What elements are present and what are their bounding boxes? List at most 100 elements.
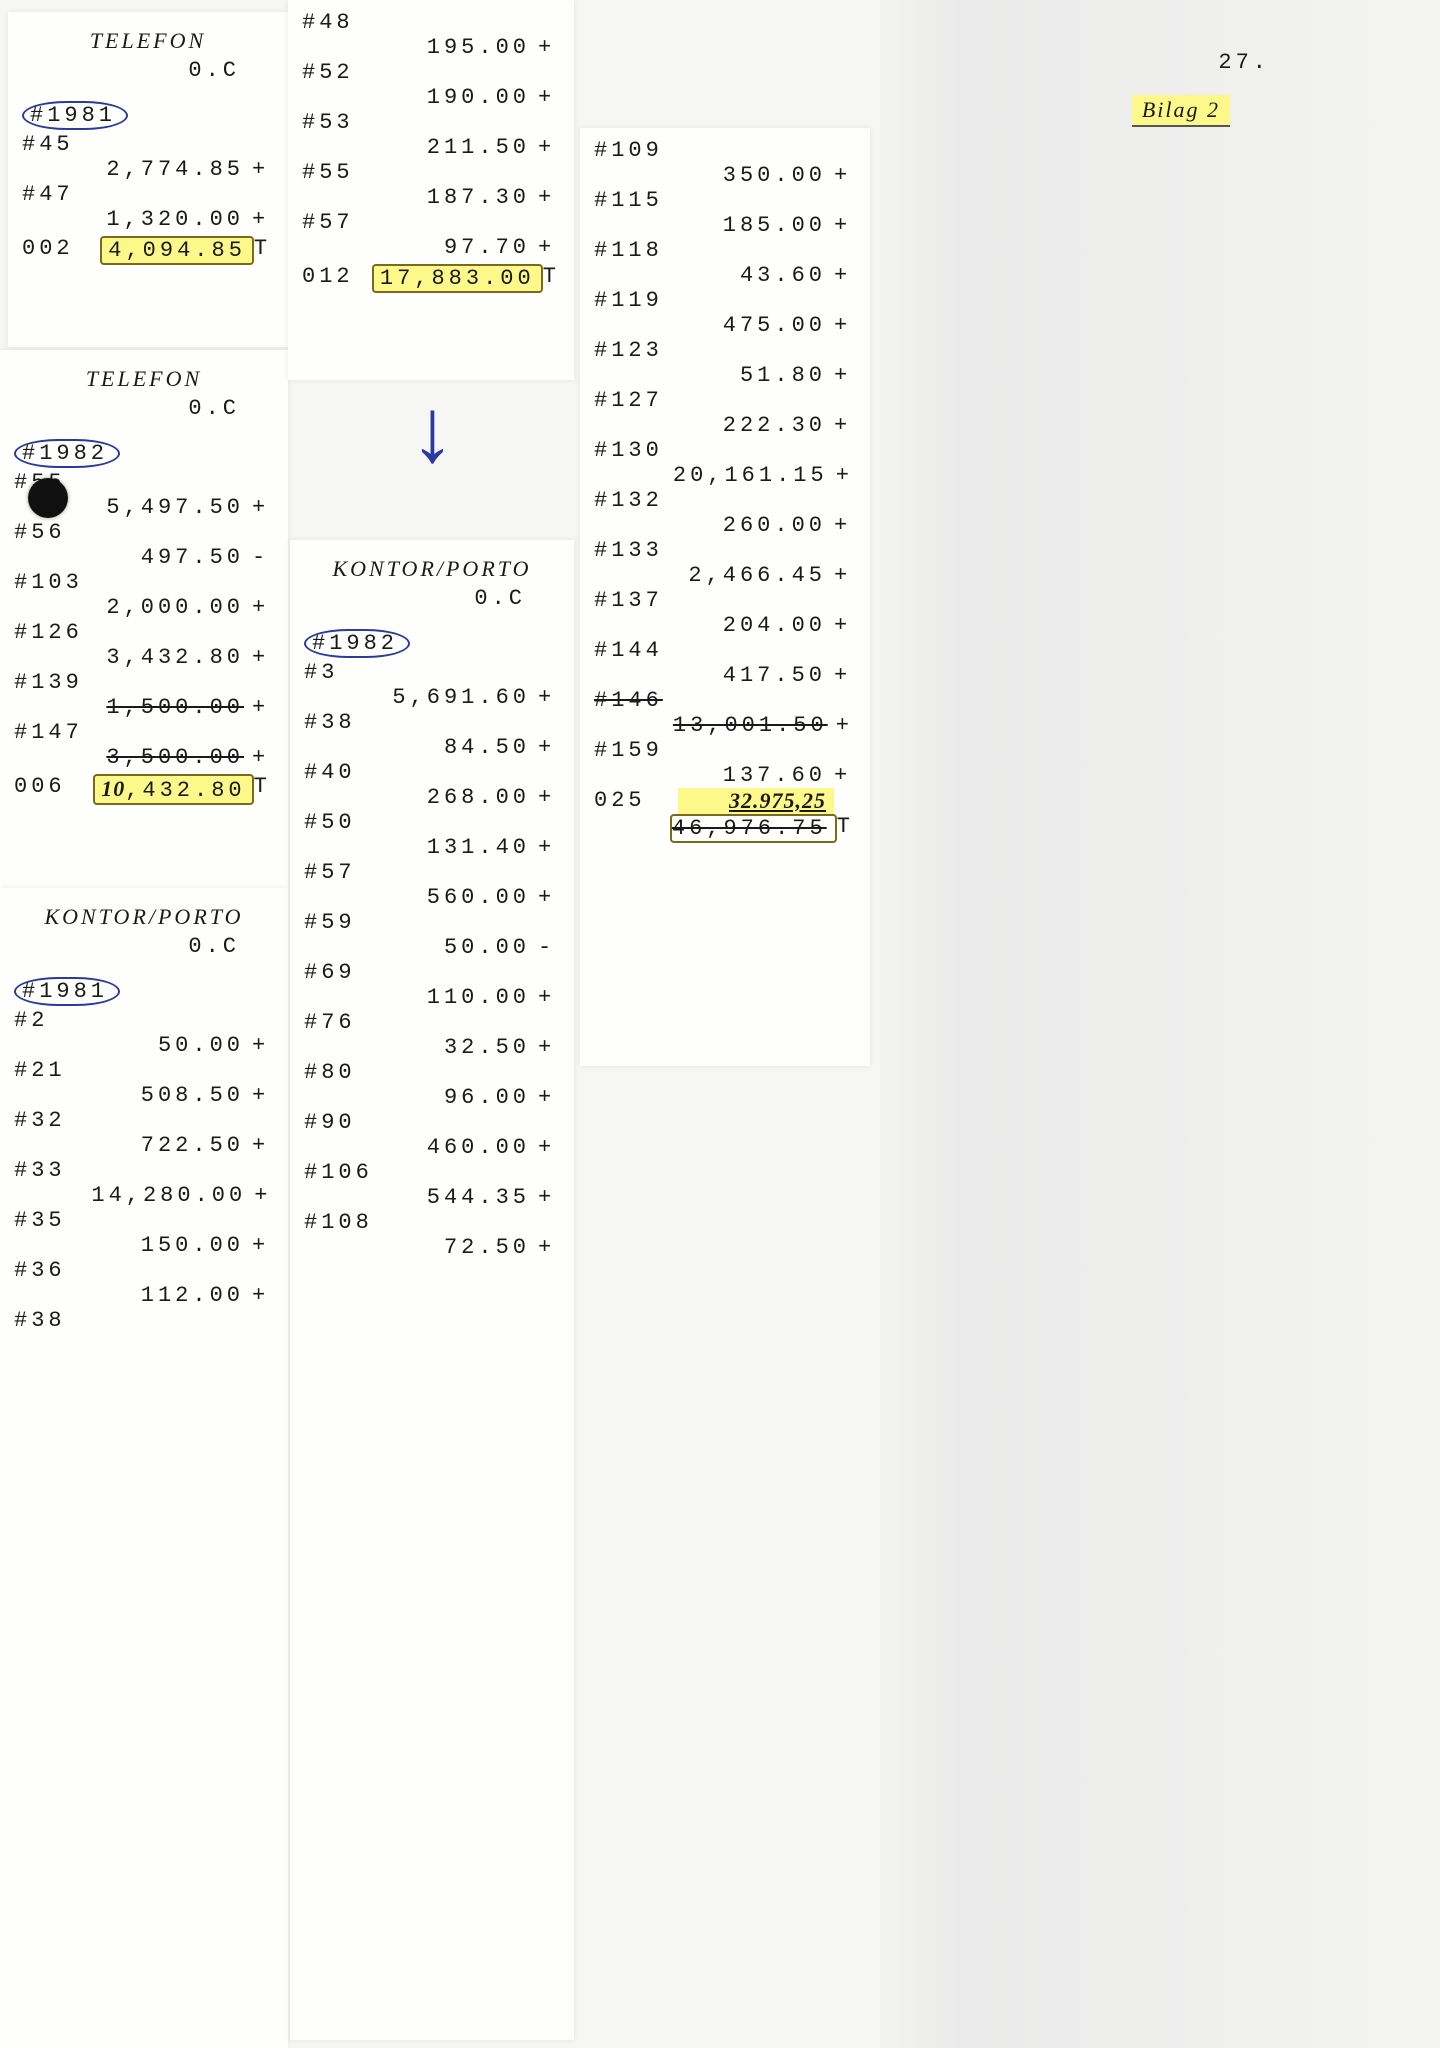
tape-label-row: #127 <box>588 388 862 413</box>
entry-count: 006 <box>8 774 93 805</box>
tape-label-row: #57 <box>298 860 566 885</box>
entry-value: 14,280.00 <box>91 1183 254 1208</box>
tape-label-row: #56 <box>8 520 280 545</box>
tape-label-row: #146 <box>588 688 862 713</box>
entry-label: #132 <box>588 488 678 513</box>
entry-label: #3 <box>298 660 388 685</box>
entry-op: + <box>538 1235 566 1260</box>
total-suffix: T <box>254 774 280 805</box>
entry-label: #40 <box>298 760 388 785</box>
tape-label-row: #21 <box>8 1058 280 1083</box>
entry-op: + <box>252 1283 280 1308</box>
tape-total-row: 012 17,883.00 T <box>296 264 566 293</box>
tape-value-row: 3,432.80+ <box>8 645 280 670</box>
tape-value-row: 185.00+ <box>588 213 862 238</box>
tape-value-row: 260.00+ <box>588 513 862 538</box>
entry-label: #38 <box>8 1308 98 1333</box>
tape-label-row: #59 <box>298 910 566 935</box>
tape-value-row: 417.50+ <box>588 663 862 688</box>
tape-value-row: 1,500.00+ <box>8 695 280 720</box>
tape-value-row: 43.60+ <box>588 263 862 288</box>
entry-op: + <box>252 207 280 232</box>
entry-op: + <box>538 35 566 60</box>
tape-title: TELEFON <box>16 28 280 54</box>
entry-value: 722.50 <box>98 1133 252 1158</box>
entry-op: + <box>252 1233 280 1258</box>
tape-label-row: #48 <box>296 10 566 35</box>
year-circle: #1982 <box>304 629 410 658</box>
entry-op: + <box>538 835 566 860</box>
entry-value: 72.50 <box>388 1235 538 1260</box>
entry-value: 137.60 <box>678 763 834 788</box>
entry-op: + <box>538 235 566 260</box>
tape-label-row: #159 <box>588 738 862 763</box>
tape-total-row: 002 4,094.85 T <box>16 236 280 265</box>
tape-value-row: 475.00+ <box>588 313 862 338</box>
entry-value: 508.50 <box>98 1083 252 1108</box>
tape-value-row: 195.00+ <box>296 35 566 60</box>
entry-label: #146 <box>588 688 678 713</box>
tape-value-row: 20,161.15+ <box>588 463 862 488</box>
tape-label-row: #126 <box>8 620 280 645</box>
tape-value-row: 51.80+ <box>588 363 862 388</box>
tape-value-row: 508.50+ <box>8 1083 280 1108</box>
entry-op: + <box>538 985 566 1010</box>
entry-value: 96.00 <box>388 1085 538 1110</box>
entry-label: #47 <box>16 182 106 207</box>
entry-label: #36 <box>8 1258 98 1283</box>
tape-title: TELEFON <box>8 366 280 392</box>
entry-value: 43.60 <box>678 263 834 288</box>
tape-value-row: 84.50+ <box>298 735 566 760</box>
tape-label-row: #32 <box>8 1108 280 1133</box>
tape-continuation-right: #109350.00+#115185.00+#11843.60+#119475.… <box>580 128 870 1066</box>
tape-label-row: #106 <box>298 1160 566 1185</box>
entry-value: 190.00 <box>386 85 538 110</box>
entry-op: + <box>834 163 862 188</box>
tape-label-row: #108 <box>298 1210 566 1235</box>
entry-op: + <box>538 735 566 760</box>
background-shade <box>880 0 1440 2048</box>
entry-label: #57 <box>296 210 386 235</box>
entry-op: + <box>836 463 862 488</box>
tape-value-row: 13,001.50+ <box>588 713 862 738</box>
tape-label-row: #123 <box>588 338 862 363</box>
year-circle: #1981 <box>22 101 128 130</box>
entry-op: - <box>252 545 280 570</box>
entry-value: 544.35 <box>388 1185 538 1210</box>
hole-punch <box>28 478 68 518</box>
tape-total-row: 006 10,432.80 T <box>8 774 280 805</box>
entry-label: #59 <box>298 910 388 935</box>
tape-label-row: #115 <box>588 188 862 213</box>
entry-value: 1,500.00 <box>98 695 252 720</box>
entry-op: + <box>834 263 862 288</box>
tape-value-row: 5,691.60+ <box>298 685 566 710</box>
entry-op: + <box>252 1083 280 1108</box>
tape-value-row: 14,280.00+ <box>8 1183 280 1208</box>
tape-value-row: 560.00+ <box>298 885 566 910</box>
entry-value: 187.30 <box>386 185 538 210</box>
tape-label-row: #133 <box>588 538 862 563</box>
tape-value-row: 350.00+ <box>588 163 862 188</box>
tape-label-row: #137 <box>588 588 862 613</box>
struck-total: 46,976.75 <box>670 814 837 843</box>
tape-label-row: #132 <box>588 488 862 513</box>
tape-label-row: #35 <box>8 1208 280 1233</box>
entry-op: + <box>834 663 862 688</box>
entry-op: + <box>254 1183 280 1208</box>
entry-label: #52 <box>296 60 386 85</box>
tape-value-row: 32.50+ <box>298 1035 566 1060</box>
entry-op: + <box>252 645 280 670</box>
tape-kontor-1981: KONTOR/PORTO 0.C #1981 #250.00+#21508.50… <box>0 888 288 2048</box>
total-suffix: T <box>543 264 566 293</box>
tape-label-row: #118 <box>588 238 862 263</box>
entry-label: #76 <box>298 1010 388 1035</box>
tape-value-row: 2,000.00+ <box>8 595 280 620</box>
entry-label: #69 <box>298 960 388 985</box>
entry-op: + <box>538 1085 566 1110</box>
entry-op: + <box>538 885 566 910</box>
entry-value: 560.00 <box>388 885 538 910</box>
entry-label: #56 <box>8 520 98 545</box>
tape-telefon-1981: TELEFON 0.C #1981 #452,774.85+#471,320.0… <box>8 12 288 347</box>
entry-value: 3,432.80 <box>98 645 252 670</box>
tape-label-row: #130 <box>588 438 862 463</box>
